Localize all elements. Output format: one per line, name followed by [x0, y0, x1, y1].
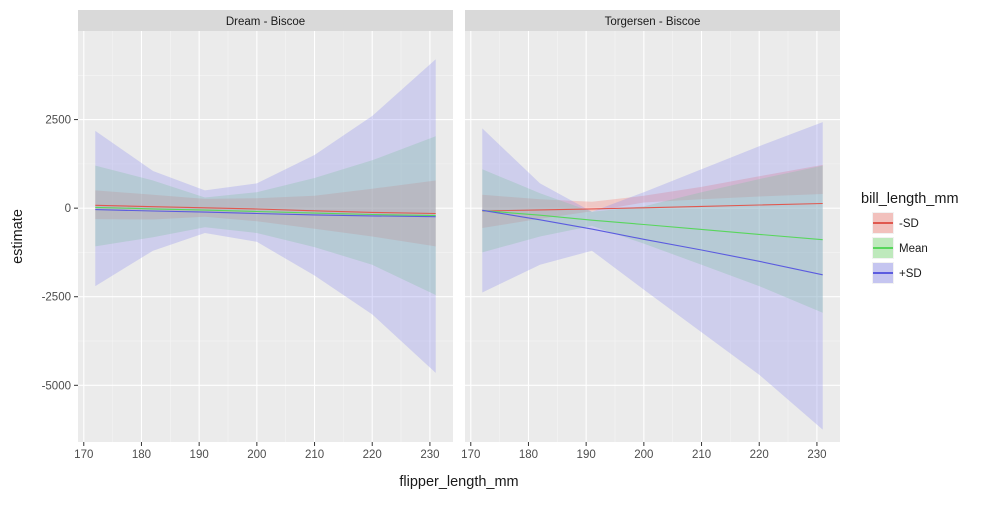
x-tick-label: 200 [247, 449, 266, 461]
y-axis-title: estimate [10, 209, 26, 264]
legend-label: Mean [899, 243, 928, 255]
ribbon-Mean [482, 165, 823, 313]
x-tick-label: 170 [74, 449, 93, 461]
x-axis-title: flipper_length_mm [399, 474, 518, 490]
legend-label: -SD [899, 218, 919, 230]
legend-label: +SD [899, 268, 922, 280]
ribbon-+SD [95, 59, 436, 373]
facet-strip [465, 10, 840, 31]
line--SD [482, 202, 823, 212]
y-tick-label: -5000 [42, 380, 71, 392]
ribbon--SD [482, 164, 823, 228]
ribbon-Mean [95, 136, 436, 295]
x-tick-label: 210 [305, 449, 324, 461]
facet-title: Dream - Biscoe [226, 16, 305, 28]
x-tick-label: 180 [132, 449, 151, 461]
panel-2: Torgersen - Biscoe 170 180 190 200 210 220 230 [461, 10, 840, 461]
y-tick-label: -2500 [42, 292, 71, 304]
line-Mean [482, 210, 823, 241]
x-tick-label: 200 [634, 449, 653, 461]
x-tick-label: 210 [692, 449, 711, 461]
line--SD [95, 204, 436, 215]
panel-background [465, 31, 840, 442]
legend: bill_length_mm -SD Mean +SD [861, 191, 959, 284]
x-tick-label: 220 [363, 449, 382, 461]
x-tick-label: 220 [750, 449, 769, 461]
panel-1: Dream - Biscoe 170 180 190 200 210 220 230 2500 0… [42, 10, 453, 461]
y-tick-label: 2500 [45, 115, 71, 127]
x-tick-label: 190 [577, 449, 596, 461]
x-tick-label: 170 [461, 449, 480, 461]
panel-background [78, 31, 453, 442]
y-tick-label: 0 [65, 203, 71, 215]
x-tick-label: 230 [807, 449, 826, 461]
x-tick-label: 230 [420, 449, 439, 461]
facet-title: Torgersen - Biscoe [605, 16, 701, 28]
line-+SD [482, 209, 823, 276]
x-tick-label: 180 [519, 449, 538, 461]
x-tick-label: 190 [190, 449, 209, 461]
legend-title: bill_length_mm [861, 191, 959, 207]
facet-strip [78, 10, 453, 31]
line-Mean [95, 206, 436, 217]
line-+SD [95, 209, 436, 218]
ribbon-+SD [482, 122, 823, 430]
